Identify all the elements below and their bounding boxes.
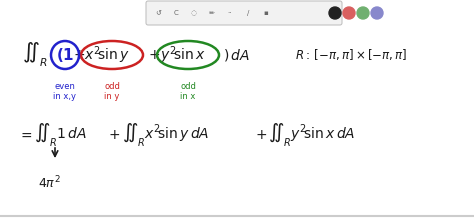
Circle shape xyxy=(357,7,369,19)
Text: $)\,dA$: $)\,dA$ xyxy=(223,47,250,63)
Text: $\mathbf{(1}$: $\mathbf{(1}$ xyxy=(56,46,74,64)
FancyBboxPatch shape xyxy=(146,1,342,25)
Text: even
in x,y: even in x,y xyxy=(54,82,76,101)
Text: /: / xyxy=(247,10,249,16)
Text: $+$: $+$ xyxy=(108,128,120,142)
Text: $\iint_R x^2\!\sin y\,dA$: $\iint_R x^2\!\sin y\,dA$ xyxy=(122,121,210,149)
Text: ◌: ◌ xyxy=(191,10,197,16)
Text: $+$: $+$ xyxy=(148,48,160,62)
Text: $\iint_R 1\,dA$: $\iint_R 1\,dA$ xyxy=(34,121,87,149)
Text: ↺: ↺ xyxy=(155,10,161,16)
Circle shape xyxy=(343,7,355,19)
Text: odd
in y: odd in y xyxy=(104,82,120,101)
Text: ··: ·· xyxy=(228,10,232,16)
Text: ▪: ▪ xyxy=(264,10,268,16)
Text: $y^2\!\sin x$: $y^2\!\sin x$ xyxy=(160,44,206,66)
Text: $R:\,[-\pi,\pi]\times[-\pi,\pi]$: $R:\,[-\pi,\pi]\times[-\pi,\pi]$ xyxy=(295,48,408,62)
Text: $4\pi^2$: $4\pi^2$ xyxy=(38,175,61,192)
Circle shape xyxy=(329,7,341,19)
Text: $\iint_R$: $\iint_R$ xyxy=(22,41,47,69)
Text: $=$: $=$ xyxy=(18,128,33,142)
Text: $+$: $+$ xyxy=(73,48,85,62)
Text: $+$: $+$ xyxy=(255,128,267,142)
Circle shape xyxy=(371,7,383,19)
Text: $\iint_R y^2\!\sin x\,dA$: $\iint_R y^2\!\sin x\,dA$ xyxy=(268,121,356,149)
Text: $x^2\!\sin y$: $x^2\!\sin y$ xyxy=(84,44,130,66)
Text: ✏: ✏ xyxy=(209,10,215,16)
Text: C: C xyxy=(173,10,178,16)
Text: odd
in x: odd in x xyxy=(180,82,196,101)
